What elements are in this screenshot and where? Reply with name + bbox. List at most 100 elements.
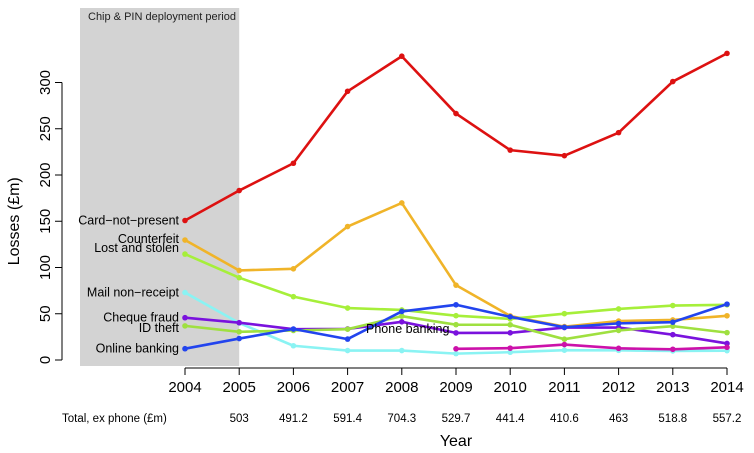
data-point (670, 319, 676, 325)
data-point (670, 78, 676, 85)
data-point (561, 347, 568, 353)
data-point (615, 306, 622, 312)
total-value: 491.2 (279, 413, 308, 425)
data-point (182, 251, 188, 257)
x-tick-label: 2004 (168, 379, 201, 396)
series-label-card-not-present: Card−not−present (78, 214, 179, 228)
series-online-banking (182, 301, 730, 352)
x-tick-label: 2013 (656, 379, 689, 396)
series-label-id-theft: ID theft (139, 321, 180, 335)
data-point (670, 346, 676, 353)
data-point (344, 88, 351, 95)
data-point (290, 293, 297, 300)
data-point (236, 274, 242, 281)
data-point (507, 314, 513, 320)
data-point (399, 53, 405, 60)
series-lines (182, 50, 730, 357)
x-tick-label: 2005 (223, 379, 256, 396)
data-point (344, 336, 351, 342)
data-point (182, 237, 188, 243)
data-point (724, 301, 730, 307)
total-value: 529.7 (442, 413, 471, 425)
data-point (182, 323, 188, 329)
data-point (561, 324, 568, 331)
shaded-region-group: Chip & PIN deployment period (80, 8, 240, 366)
data-point (724, 344, 730, 351)
data-point (344, 223, 351, 230)
data-point (182, 314, 188, 321)
data-point (453, 330, 459, 336)
series-phone-banking (453, 341, 730, 353)
data-point (724, 312, 730, 319)
data-point (670, 302, 676, 309)
series-label-mail-non-receipt: Mail non−receipt (87, 286, 180, 300)
total-value: 704.3 (387, 413, 416, 425)
series-counterfeit (182, 200, 730, 330)
series-label-lost-and-stolen: Lost and stolen (94, 241, 179, 255)
data-point (399, 308, 405, 315)
data-point (561, 341, 568, 348)
data-point (236, 319, 242, 326)
data-point (561, 310, 568, 317)
y-axis-ticks: 0 50 100 150 200 250 300 (37, 70, 62, 364)
data-point (182, 217, 188, 224)
data-point (453, 282, 459, 288)
data-point (399, 313, 405, 319)
data-point (670, 323, 676, 329)
data-point (344, 347, 351, 354)
series-label-counterfeit: Counterfeit (118, 232, 180, 246)
data-point (561, 152, 568, 159)
data-point (344, 305, 351, 311)
totals-row: Total, ex phone (£m) 503 491.2 591.4 704.3 5… (62, 413, 741, 425)
total-value: 591.4 (333, 413, 362, 425)
data-point (399, 200, 405, 206)
x-tick-label: 2006 (277, 379, 310, 396)
data-point (724, 340, 730, 347)
data-point (399, 318, 405, 325)
y-tick-label: 100 (37, 255, 54, 280)
shaded-region-label: Chip & PIN deployment period (88, 11, 236, 23)
total-value: 557.2 (713, 413, 742, 425)
data-point (453, 312, 459, 319)
x-tick-label: 2009 (439, 379, 472, 396)
series-label-phone-banking: Phone banking (366, 322, 449, 336)
y-tick-label: 150 (37, 209, 54, 234)
data-point (453, 346, 459, 352)
data-point (507, 345, 513, 351)
data-point (399, 347, 405, 354)
data-point (236, 187, 242, 194)
data-point (344, 326, 351, 332)
data-point (236, 267, 242, 274)
data-point (724, 329, 730, 336)
series-label-cheque-fraud: Cheque fraud (103, 311, 179, 325)
series-label-online-banking: Online banking (96, 342, 179, 356)
chip-pin-shaded-region (80, 8, 240, 366)
data-point (507, 349, 513, 356)
data-point (507, 321, 513, 328)
x-tick-label: 2008 (385, 379, 418, 396)
x-tick-label: 2010 (494, 379, 527, 396)
data-point (615, 345, 622, 352)
y-tick-label: 200 (37, 162, 54, 187)
total-value: 410.6 (550, 413, 579, 425)
data-point (453, 110, 459, 117)
y-tick-label: 0 (37, 356, 54, 364)
data-point (724, 50, 730, 57)
total-value: 518.8 (658, 413, 687, 425)
data-point (507, 147, 513, 153)
totals-row-label: Total, ex phone (£m) (62, 413, 167, 425)
x-tick-label: 2014 (710, 379, 743, 396)
data-point (290, 160, 297, 167)
x-axis-ticks: 2004 2005 2006 2007 2008 2009 2010 2011 2012 2013… (168, 368, 744, 396)
y-tick-label: 250 (37, 116, 54, 141)
series-line (184, 52, 728, 222)
x-tick-label: 2007 (331, 379, 364, 396)
data-point (236, 335, 242, 342)
data-point (182, 289, 188, 296)
data-point (290, 342, 297, 349)
data-point (507, 330, 513, 336)
data-point (453, 350, 459, 357)
data-point (670, 331, 676, 338)
